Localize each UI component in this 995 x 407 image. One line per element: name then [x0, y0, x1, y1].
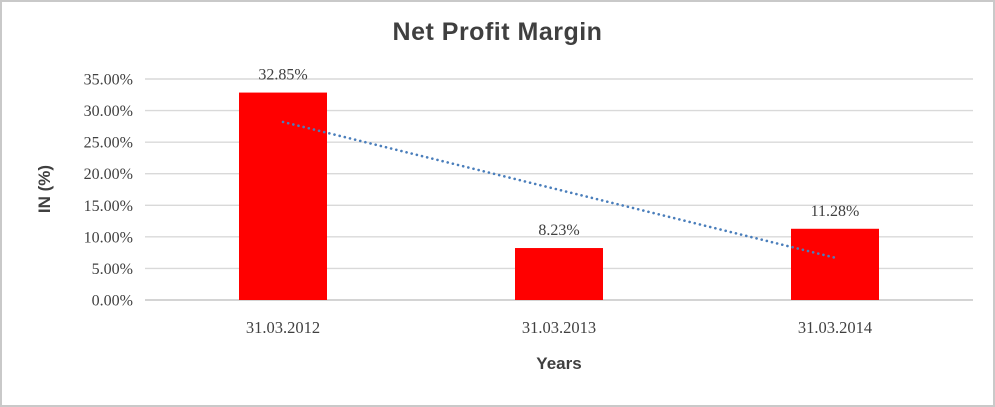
bar-data-label: 11.28%: [811, 203, 860, 220]
bar-31.03.2014: [791, 228, 879, 300]
chart-title: Net Profit Margin: [392, 18, 603, 46]
y-tick-label: 0.00%: [92, 293, 133, 310]
y-tick-label: 10.00%: [84, 229, 133, 246]
x-category-label: 31.03.2013: [522, 318, 596, 337]
x-axis-title: Years: [536, 354, 582, 373]
y-tick-label: 5.00%: [92, 261, 133, 278]
x-category-label: 31.03.2012: [246, 318, 320, 337]
x-category-label: 31.03.2014: [798, 318, 872, 337]
y-tick-label: 15.00%: [84, 198, 133, 215]
y-tick-label: 30.00%: [84, 103, 133, 120]
bar-data-label: 32.85%: [258, 67, 307, 84]
trendline: [281, 120, 837, 259]
bar-31.03.2013: [515, 248, 603, 300]
y-tick-label: 35.00%: [84, 72, 133, 89]
bar-31.03.2012: [239, 92, 327, 300]
y-tick-label: 20.00%: [84, 166, 133, 183]
y-tick-label: 25.00%: [84, 135, 133, 152]
bar-data-label: 8.23%: [538, 222, 579, 239]
